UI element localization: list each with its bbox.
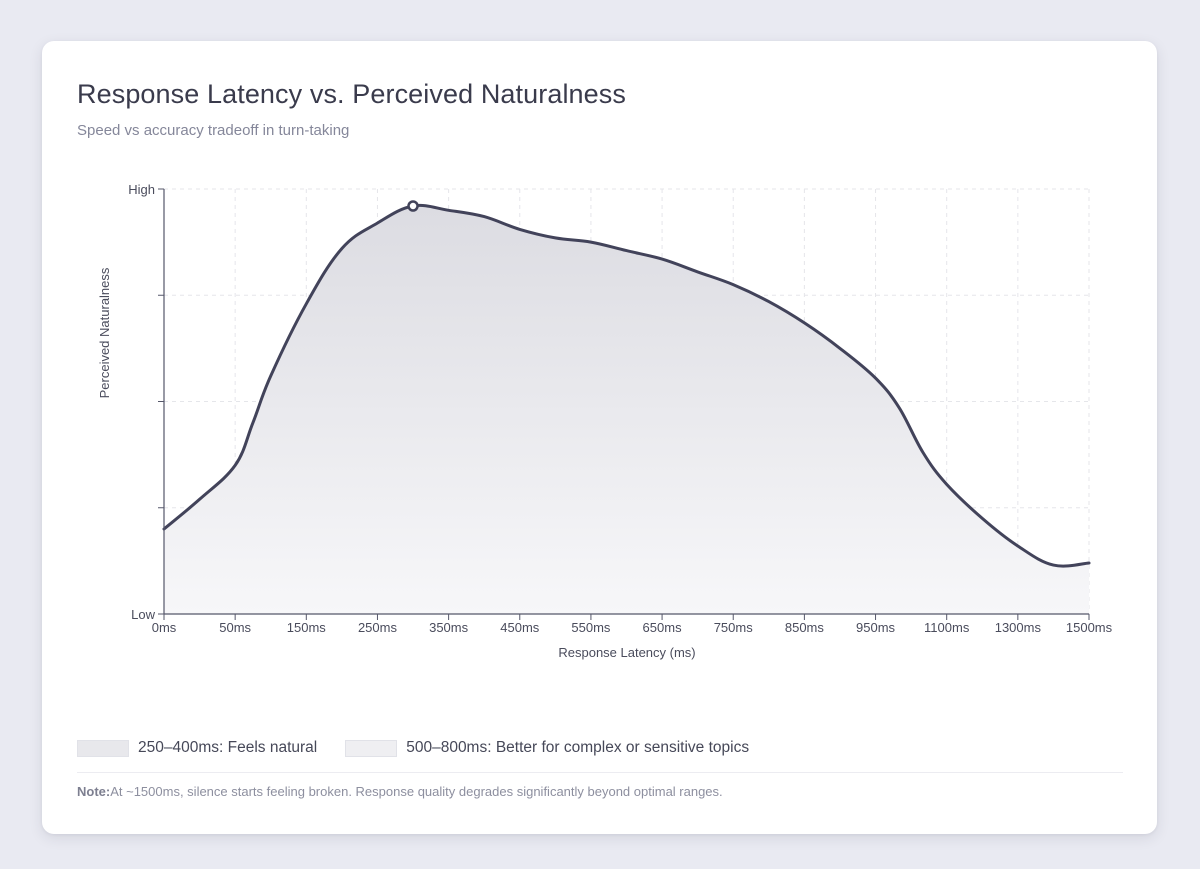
x-tick-label: 650ms: [643, 620, 683, 635]
chart-title: Response Latency vs. Perceived Naturalne…: [77, 79, 626, 109]
x-tick-label: 850ms: [785, 620, 825, 635]
x-tick-label: 150ms: [287, 620, 327, 635]
marker-layer: [407, 200, 419, 212]
legend-label: 500–800ms: Better for complex or sensiti…: [406, 739, 750, 756]
chart-card: Response Latency vs. Perceived Naturalne…: [42, 41, 1157, 834]
legend-swatch: [345, 739, 398, 757]
x-tick-label: 450ms: [500, 620, 540, 635]
legend-item-natural: 250–400ms: Feels natural: [77, 739, 317, 757]
y-axis-title: Perceived Naturalness: [97, 267, 112, 398]
x-tick-label: 0ms: [152, 620, 177, 635]
legend-swatch: [77, 739, 129, 757]
x-tick-label: 350ms: [429, 620, 469, 635]
legend: 250–400ms: Feels natural 500–800ms: Bett…: [77, 739, 777, 757]
x-tick-label: 1100ms: [924, 620, 970, 635]
x-tick-label: 50ms: [219, 620, 251, 635]
note-text: At ~1500ms, silence starts feeling broke…: [110, 784, 723, 799]
peak-marker: [407, 200, 419, 212]
y-tick-label-high: High: [128, 182, 155, 197]
x-tick-label: 250ms: [358, 620, 398, 635]
legend-label: 250–400ms: Feels natural: [138, 739, 318, 756]
series-line: [162, 203, 1091, 568]
x-tick-label: 950ms: [856, 620, 896, 635]
y-tick-label-low: Low: [131, 607, 155, 622]
footnote: Note:At ~1500ms, silence starts feeling …: [77, 784, 723, 799]
legend-item-complex: 500–800ms: Better for complex or sensiti…: [345, 739, 749, 757]
area-fill: [164, 205, 1089, 615]
x-tick-label: 550ms: [571, 620, 611, 635]
x-tick-label: 1300ms: [995, 620, 1042, 635]
x-axis-title: Response Latency (ms): [558, 645, 695, 660]
note-label: Note:: [77, 784, 111, 799]
x-tick-label: 750ms: [714, 620, 754, 635]
divider: [77, 772, 1123, 773]
x-tick-label: 1500ms: [1066, 620, 1113, 635]
chart-subtitle: Speed vs accuracy tradeoff in turn-takin…: [77, 122, 350, 139]
